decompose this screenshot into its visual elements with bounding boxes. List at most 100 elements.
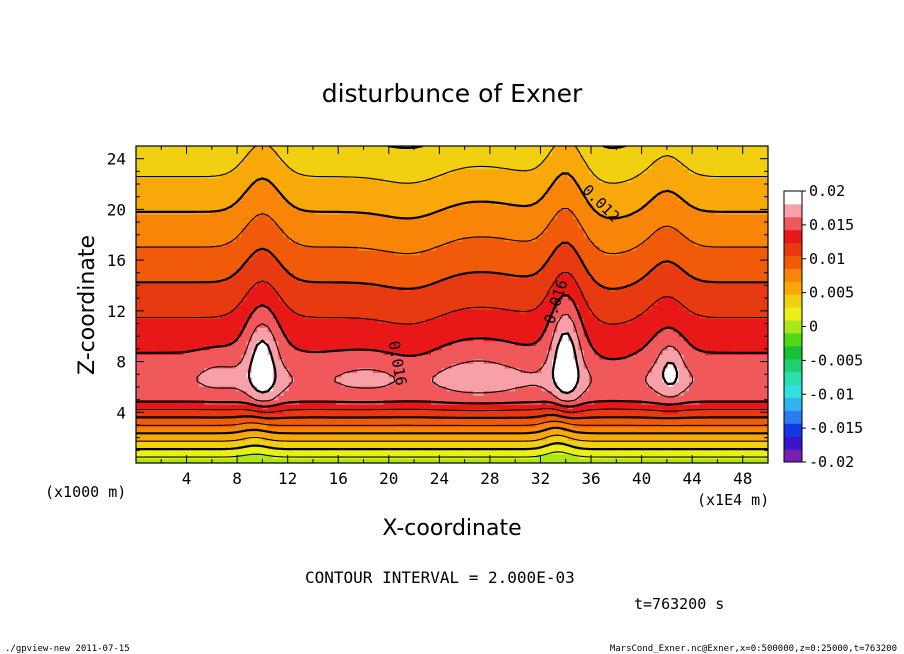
contour-fill-cell: [399, 272, 406, 278]
contour-fill-cell: [557, 358, 564, 364]
contour-fill-cell: [309, 363, 316, 369]
contour-fill-cell: [346, 408, 353, 414]
contour-fill-cell: [694, 358, 701, 364]
contour-fill-cell: [689, 277, 695, 283]
contour-fill-cell: [272, 327, 279, 333]
contour-fill-cell: [341, 277, 348, 283]
contour-fill-cell: [520, 322, 527, 328]
contour-fill-cell: [420, 304, 427, 310]
contour-fill-cell: [552, 318, 558, 324]
contour-fill-cell: [141, 395, 148, 401]
contour-fill-cell: [320, 372, 327, 378]
contour-fill-cell: [620, 426, 627, 432]
contour-fill-cell: [494, 381, 500, 387]
contour-fill-cell: [325, 340, 332, 346]
contour-fill-cell: [483, 399, 490, 405]
contour-fill-cell: [178, 395, 184, 401]
contour-fill-cell: [283, 331, 290, 337]
contour-fill-cell: [394, 358, 400, 364]
contour-fill-cell: [283, 327, 290, 333]
contour-fill-cell: [457, 426, 464, 432]
contour-fill-cell: [578, 381, 585, 387]
contour-fill-cell: [304, 404, 311, 410]
contour-fill-cell: [267, 290, 274, 297]
contour-fill-cell: [541, 372, 548, 378]
contour-fill-cell: [341, 354, 348, 360]
contour-fill-cell: [151, 281, 158, 287]
contour-fill-cell: [531, 376, 537, 383]
contour-fill-cell: [731, 417, 737, 423]
contour-fill-cell: [204, 381, 211, 387]
contour-fill-cell: [383, 363, 390, 369]
contour-fill-cell: [541, 331, 548, 337]
contour-fill-cell: [162, 395, 169, 401]
contour-fill-cell: [578, 426, 585, 432]
contour-fill-cell: [509, 449, 516, 455]
contour-fill-cell: [610, 363, 616, 369]
contour-fill-cell: [278, 376, 285, 383]
contour-fill-cell: [436, 299, 443, 306]
contour-fill-cell: [473, 435, 479, 441]
contour-fill-cell: [167, 327, 174, 333]
contour-fill-cell: [757, 313, 764, 319]
contour-fill-cell: [351, 453, 358, 460]
contour-fill-cell: [215, 309, 221, 315]
contour-fill-cell: [188, 345, 195, 351]
contour-fill-cell: [209, 295, 216, 301]
contour-fill-cell: [436, 272, 443, 278]
contour-fill-cell: [272, 458, 279, 463]
contour-fill-cell: [641, 453, 648, 460]
contour-fill-cell: [515, 318, 522, 324]
contour-fill-cell: [315, 404, 321, 410]
contour-fill-cell: [720, 281, 727, 287]
contour-fill-cell: [178, 458, 184, 463]
contour-fill-cell: [304, 358, 311, 364]
contour-fill-cell: [509, 422, 516, 428]
contour-fill-cell: [673, 399, 680, 405]
contour-fill-cell: [294, 336, 300, 342]
contour-fill-cell: [415, 336, 421, 342]
contour-fill-cell: [594, 372, 601, 378]
contour-fill-cell: [657, 309, 664, 315]
contour-fill-cell: [199, 318, 206, 324]
contour-fill-cell: [631, 340, 637, 346]
contour-fill-cell: [631, 309, 637, 315]
contour-fill-cell: [309, 304, 316, 310]
contour-fill-cell: [462, 458, 469, 463]
contour-fill-cell: [667, 444, 674, 451]
contour-fill-cell: [141, 327, 148, 333]
contour-fill-cell: [725, 444, 732, 451]
contour-fill-cell: [294, 426, 300, 432]
contour-fill-cell: [183, 327, 190, 333]
contour-fill-cell: [404, 390, 411, 396]
contour-fill-cell: [246, 322, 253, 328]
contour-fill-cell: [646, 390, 653, 396]
contour-fill-cell: [525, 363, 532, 369]
contour-fill-cell: [673, 290, 680, 297]
contour-fill-cell: [483, 277, 490, 283]
contour-fill-cell: [225, 318, 232, 324]
contour-fill-cell: [552, 331, 558, 337]
contour-fill-cell: [731, 286, 737, 292]
contour-fill-cell: [441, 408, 448, 414]
contour-fill-cell: [652, 417, 658, 423]
contour-fill-cell: [362, 376, 369, 383]
contour-fill-cell: [157, 449, 163, 455]
contour-fill-cell: [636, 367, 643, 374]
contour-fill-cell: [357, 417, 364, 423]
contour-fill-cell: [404, 277, 411, 283]
contour-fill-cell: [725, 404, 732, 410]
contour-fill-cell: [141, 354, 148, 360]
contour-fill-cell: [678, 309, 685, 315]
contour-fill-cell: [336, 422, 342, 428]
contour-fill-cell: [620, 327, 627, 333]
contour-fill-cell: [557, 399, 564, 405]
contour-fill-cell: [183, 449, 190, 455]
contour-fill-cell: [373, 286, 379, 292]
contour-fill-cell: [230, 277, 237, 283]
contour-fill-cell: [215, 290, 221, 297]
contour-fill-cell: [167, 322, 174, 328]
contour-fill-cell: [562, 299, 569, 306]
contour-fill-cell: [272, 381, 279, 387]
contour-fill-cell: [620, 413, 627, 419]
